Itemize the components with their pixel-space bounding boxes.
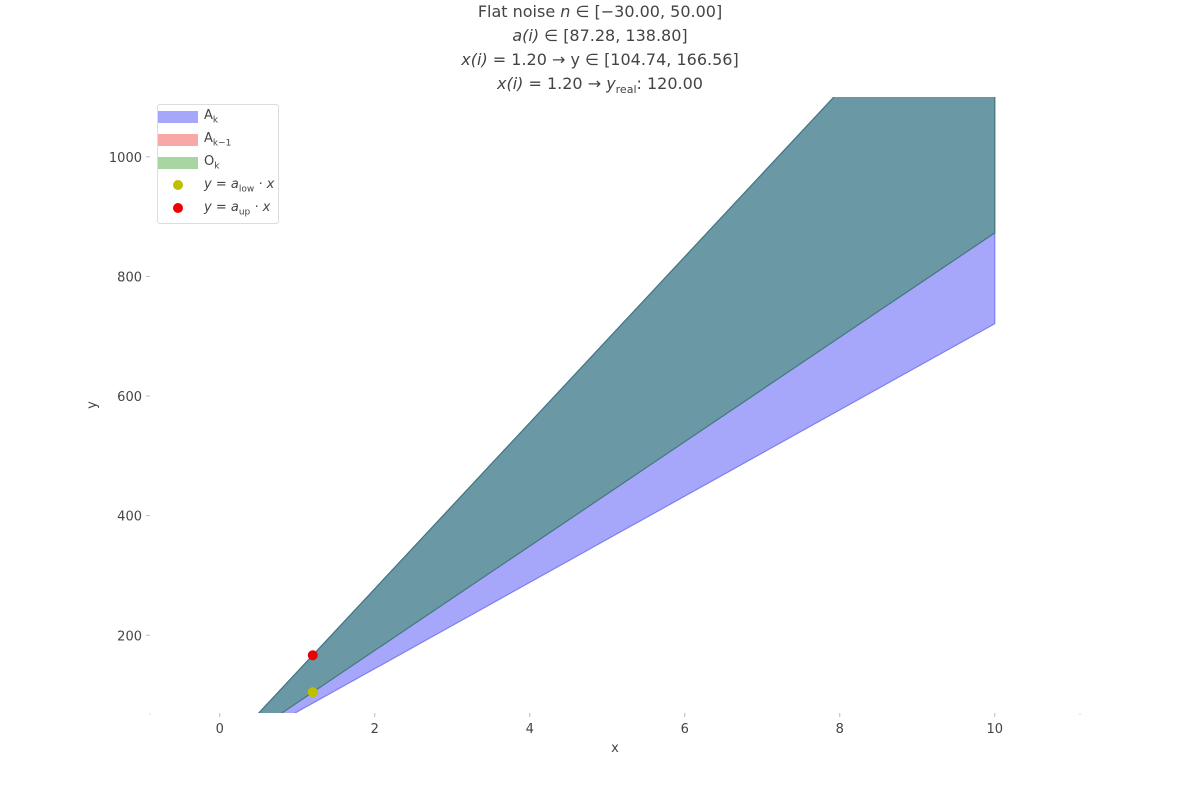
legend-marker (173, 180, 183, 190)
legend-swatch (158, 134, 198, 146)
title-line-2: a(i) ∈ [87.28, 138.80] (0, 24, 1200, 48)
legend-label: y = alow · x (204, 177, 275, 195)
legend-label: Ak (204, 108, 219, 126)
y-tick-label: 600 (117, 390, 142, 405)
x-tick-label: 0 (216, 722, 224, 737)
band-o-k (258, 97, 996, 713)
legend-marker (173, 203, 183, 213)
legend-item: Ok (158, 152, 278, 174)
legend-item: Ak (158, 106, 278, 128)
legend-swatch (158, 157, 198, 169)
legend-item: Ak−1 (158, 129, 278, 151)
legend-label: Ok (204, 154, 220, 172)
title-line-4-var2: y (606, 74, 616, 93)
axes-layer: 0 2 4 6 8 10 200 400 600 800 1000 (109, 151, 1081, 737)
title-line-4-tail: : 120.00 (636, 74, 703, 93)
title-line-3-text: = 1.20 → y ∈ [104.74, 166.56] (487, 50, 739, 69)
bands-layer (258, 97, 996, 713)
legend-swatch (158, 111, 198, 123)
title-line-1-text: ∈ [−30.00, 50.00] (570, 2, 723, 21)
y-tick-label: 400 (117, 510, 142, 525)
y-tick-label: 800 (117, 270, 142, 285)
legend-item: y = alow · x (158, 175, 278, 197)
legend: Ak Ak−1 Ok y = alow · x y = aup · x (157, 104, 279, 224)
title-line-4: x(i) = 1.20 → yreal: 120.00 (0, 72, 1200, 96)
x-tick-label: 10 (986, 722, 1003, 737)
title-line-4-var: x(i) (497, 74, 524, 93)
title-line-3: x(i) = 1.20 → y ∈ [104.74, 166.56] (0, 48, 1200, 72)
x-tick-label: 2 (371, 722, 379, 737)
title-line-1-var: n (560, 2, 571, 21)
legend-label: Ak−1 (204, 131, 232, 149)
title-line-4-text: = 1.20 → (523, 74, 607, 93)
x-tick-label: 4 (526, 722, 534, 737)
x-axis-label: x (611, 741, 619, 756)
legend-label: y = aup · x (204, 200, 271, 218)
title-line-1: Flat noise n ∈ [−30.00, 50.00] (0, 0, 1200, 24)
title-line-4-sub: real (615, 83, 637, 97)
title-line-2-var: a(i) (512, 26, 540, 45)
title-line-3-var: x(i) (461, 50, 488, 69)
points-layer (307, 650, 318, 698)
title-line-1-prefix: Flat noise (477, 2, 561, 21)
x-tick-label: 8 (836, 722, 844, 737)
y-tick-label: 200 (117, 629, 142, 644)
legend-item: y = aup · x (158, 198, 278, 220)
title-line-2-text: ∈ [87.28, 138.80] (539, 26, 688, 45)
point-y-low (307, 687, 318, 698)
y-tick-label: 1000 (109, 151, 142, 166)
point-y-up (307, 650, 318, 661)
x-tick-label: 6 (681, 722, 689, 737)
chart-title: Flat noise n ∈ [−30.00, 50.00] a(i) ∈ [8… (0, 0, 1200, 96)
y-axis-label: y (85, 401, 100, 409)
